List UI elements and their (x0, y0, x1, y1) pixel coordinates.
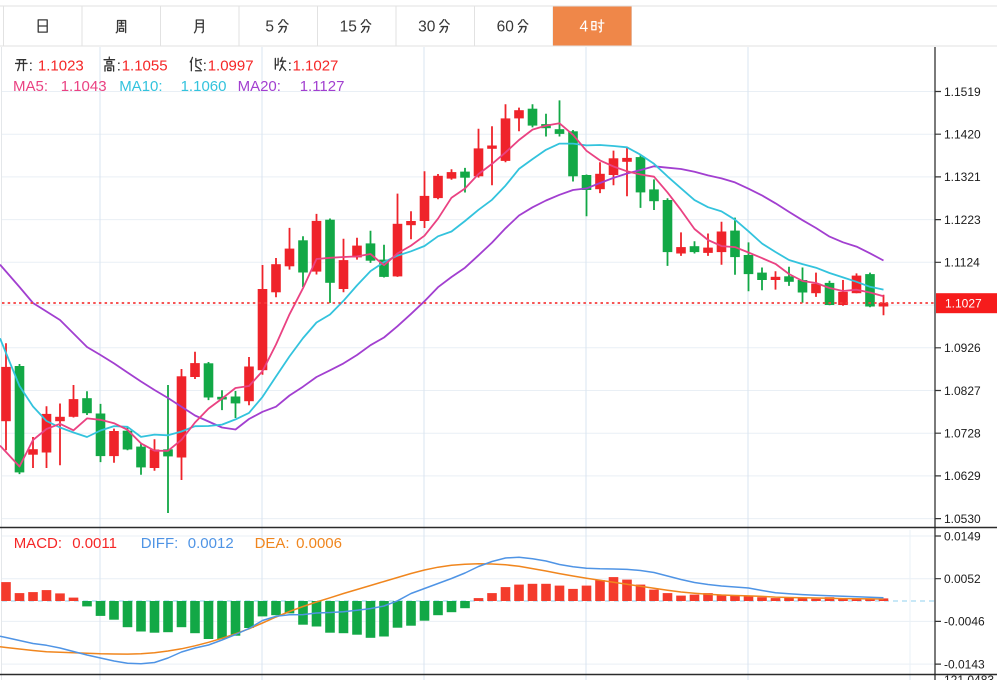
svg-text:DIFF:: DIFF: (141, 535, 179, 552)
svg-text:1.1060: 1.1060 (181, 78, 227, 95)
svg-text:60: 60 (497, 19, 515, 36)
svg-text:1.1023: 1.1023 (38, 58, 84, 75)
svg-text::: : (288, 58, 292, 75)
svg-text:MA5:: MA5: (13, 78, 48, 95)
svg-text::: : (117, 58, 121, 75)
svg-text:5: 5 (265, 19, 274, 36)
svg-text:1.0997: 1.0997 (208, 58, 254, 75)
svg-text:1.1055: 1.1055 (122, 58, 168, 75)
svg-text:1.1043: 1.1043 (61, 78, 107, 95)
svg-text:0.0011: 0.0011 (72, 535, 117, 552)
svg-text:DEA:: DEA: (255, 535, 290, 552)
svg-text:1.0530: 1.0530 (944, 512, 981, 526)
svg-text:1.1027: 1.1027 (945, 297, 982, 311)
svg-text:-0.0046: -0.0046 (944, 615, 985, 629)
svg-text:-0.0143: -0.0143 (944, 657, 985, 671)
svg-text:0.0149: 0.0149 (944, 529, 981, 543)
svg-text::: : (29, 58, 33, 75)
svg-text:1.0629: 1.0629 (944, 469, 981, 483)
svg-text:0.0012: 0.0012 (188, 535, 234, 552)
svg-text:1.1420: 1.1420 (944, 128, 981, 142)
svg-text:15: 15 (340, 19, 357, 36)
svg-text:1.1127: 1.1127 (300, 78, 345, 95)
svg-text:1.0827: 1.0827 (944, 384, 981, 398)
svg-text:MA10:: MA10: (119, 78, 162, 95)
svg-text:0.0006: 0.0006 (296, 535, 342, 552)
svg-text:1.1223: 1.1223 (944, 213, 981, 227)
svg-text:1.1124: 1.1124 (944, 256, 980, 270)
svg-text:1.1519: 1.1519 (944, 85, 981, 99)
svg-text:MACD:: MACD: (14, 535, 62, 552)
svg-text:MA20:: MA20: (238, 78, 281, 95)
svg-text:1.1321: 1.1321 (944, 170, 981, 184)
svg-text:1.0728: 1.0728 (944, 427, 981, 441)
svg-text:1.0926: 1.0926 (944, 341, 981, 355)
svg-text:30: 30 (418, 19, 436, 36)
svg-text:4: 4 (580, 19, 589, 36)
svg-text:0.0052: 0.0052 (944, 572, 981, 586)
svg-text:1.1027: 1.1027 (293, 58, 339, 75)
svg-text:121.0483: 121.0483 (944, 673, 994, 680)
svg-text::: : (203, 58, 207, 75)
